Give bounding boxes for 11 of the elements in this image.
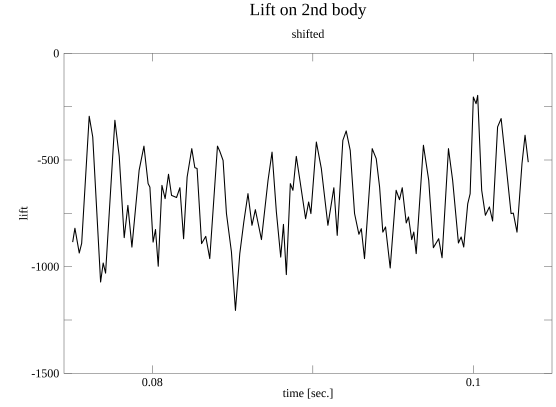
y-tick-label: -500 [38,156,59,164]
y-axis-title: lift [18,206,28,220]
line-series [72,94,529,311]
x-tick-label: 0.1 [466,378,480,386]
y-tick-label: -1500 [32,369,59,378]
chart-subtitle: shifted [292,29,324,38]
y-tick-label: -1000 [32,262,59,271]
chart-title: Lift on 2nd body [250,2,366,19]
x-axis-title: time [sec.] [282,388,332,399]
y-tick-label: 0 [54,49,59,58]
x-tick-label: 0.08 [142,378,162,386]
